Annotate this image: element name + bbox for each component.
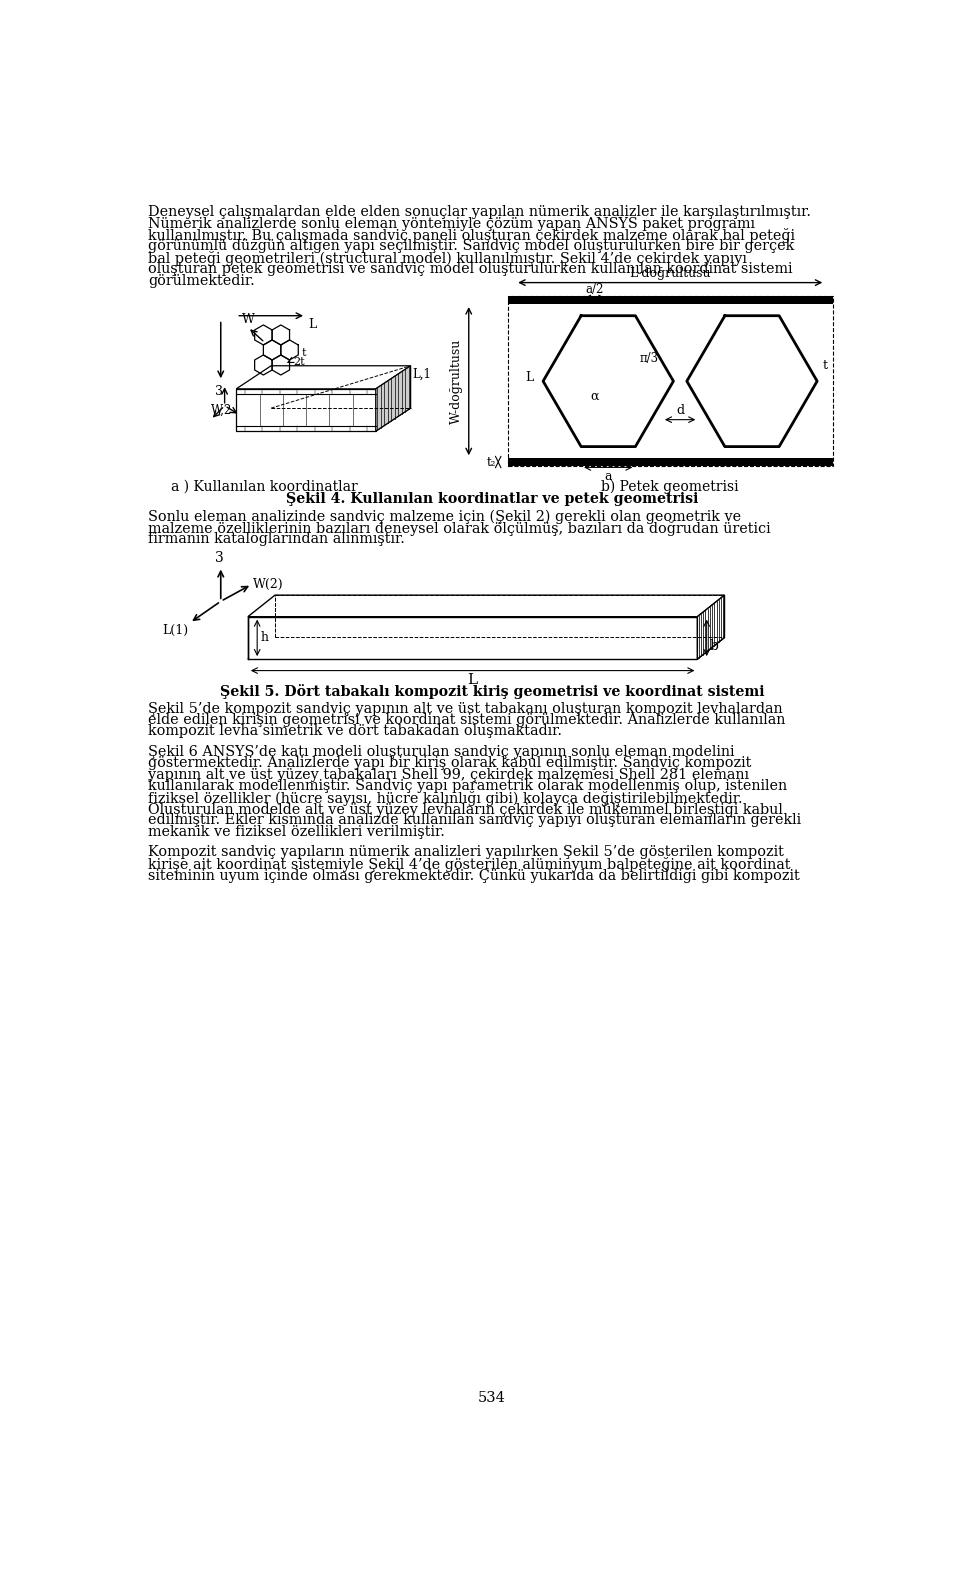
- Polygon shape: [236, 365, 411, 389]
- Text: L,1: L,1: [412, 367, 431, 381]
- Polygon shape: [248, 617, 697, 658]
- Text: t₂: t₂: [487, 456, 496, 469]
- Text: L(1): L(1): [162, 625, 188, 638]
- Text: W-doğrultusu: W-doğrultusu: [449, 338, 463, 424]
- Text: t: t: [301, 347, 306, 357]
- Text: görülmektedir.: görülmektedir.: [148, 274, 255, 287]
- Text: W: W: [242, 312, 254, 325]
- Bar: [508, 296, 833, 304]
- Text: mekanik ve fiziksel özellikleri verilmiştir.: mekanik ve fiziksel özellikleri verilmiş…: [148, 824, 445, 838]
- Text: L-doğrultusu: L-doğrultusu: [630, 266, 711, 279]
- Text: L: L: [468, 673, 478, 687]
- Bar: [508, 457, 833, 465]
- Text: göstermektedir. Analizlerde yapı bir kiriş olarak kabul edilmiştir. Sandviç komp: göstermektedir. Analizlerde yapı bir kir…: [148, 757, 752, 770]
- Text: kullanılarak modellenmiştir. Sandviç yapı parametrik olarak modellenmiş olup, is: kullanılarak modellenmiştir. Sandviç yap…: [148, 779, 787, 794]
- Text: d: d: [676, 403, 684, 416]
- Text: a ) Kullanılan koordinatlar: a ) Kullanılan koordinatlar: [171, 480, 358, 494]
- Polygon shape: [236, 389, 375, 432]
- Text: görünümlü düzgün altıgen yapı seçilmiştir. Sandviç model oluşturulurken bire bir: görünümlü düzgün altıgen yapı seçilmişti…: [148, 239, 795, 253]
- Text: 534: 534: [478, 1392, 506, 1404]
- Text: Nümerik analizlerde sonlu eleman yöntemiyle çözüm yapan ANSYS paket programı: Nümerik analizlerde sonlu eleman yöntemi…: [148, 217, 756, 231]
- Text: kullanılmıştır. Bu çalışmada sandviç paneli oluşturan çekirdek malzeme olarak ba: kullanılmıştır. Bu çalışmada sandviç pan…: [148, 228, 795, 242]
- Text: oluşturan petek geometrisi ve sandviç model oluşturulurken kullanılan koordinat : oluşturan petek geometrisi ve sandviç mo…: [148, 261, 793, 276]
- Text: b: b: [709, 639, 719, 654]
- Text: a/2: a/2: [586, 282, 604, 296]
- Polygon shape: [697, 595, 725, 658]
- Polygon shape: [236, 408, 411, 432]
- Text: elde edilen kirişin geometrisi ve koordinat sistemi görülmektedir. Analizlerde k: elde edilen kirişin geometrisi ve koordi…: [148, 713, 785, 727]
- Text: fiziksel özellikler (hücre sayısı, hücre kalınlığı gibi) kolayca değiştirilebilm: fiziksel özellikler (hücre sayısı, hücre…: [148, 791, 743, 805]
- Text: kompozit levha simetrik ve dört tabakadan oluşmaktadır.: kompozit levha simetrik ve dört tabakada…: [148, 724, 563, 738]
- Text: kirişe ait koordinat sistemiyle Şekil 4’de gösterilen alüminyum balpeteğine ait : kirişe ait koordinat sistemiyle Şekil 4’…: [148, 858, 791, 872]
- Text: L: L: [308, 319, 317, 332]
- Text: firmanın kataloglarından alınmıştır.: firmanın kataloglarından alınmıştır.: [148, 532, 405, 547]
- Text: Sonlu eleman analizinde sandviç malzeme için (Şekil 2) gerekli olan geometrik ve: Sonlu eleman analizinde sandviç malzeme …: [148, 510, 741, 524]
- Polygon shape: [248, 638, 725, 658]
- Text: W,2: W,2: [211, 403, 232, 416]
- Text: t: t: [823, 359, 828, 373]
- Text: h: h: [260, 631, 268, 644]
- Text: 3: 3: [215, 386, 224, 398]
- Text: α: α: [590, 391, 599, 403]
- Text: Şekil 4. Kullanılan koordinatlar ve petek geometrisi: Şekil 4. Kullanılan koordinatlar ve pete…: [286, 493, 698, 507]
- Text: bal peteği geometrileri (structural model) kullanılmıştır. Şekil 4’de çekirdek y: bal peteği geometrileri (structural mode…: [148, 250, 747, 266]
- Text: 3: 3: [215, 552, 224, 566]
- Text: 2t: 2t: [293, 357, 304, 367]
- Text: L: L: [525, 371, 534, 384]
- Text: edilmiştir. Ekler kısmında analizde kullanılan sandviç yapıyı oluşturan elemanla: edilmiştir. Ekler kısmında analizde kull…: [148, 813, 802, 827]
- Text: siteminin uyum içinde olması gerekmektedir. Çünkü yukarıda da belirtildiği gibi : siteminin uyum içinde olması gerekmekted…: [148, 869, 800, 883]
- Text: Şekil 5. Dört tabakalı kompozit kiriş geometrisi ve koordinat sistemi: Şekil 5. Dört tabakalı kompozit kiriş ge…: [220, 684, 764, 700]
- Polygon shape: [248, 595, 725, 617]
- Text: π/3: π/3: [639, 352, 659, 365]
- Text: W(2): W(2): [253, 579, 284, 591]
- Text: a: a: [605, 470, 612, 483]
- Text: Kompozit sandviç yapıların nümerik analizleri yapılırken Şekil 5’de gösterilen k: Kompozit sandviç yapıların nümerik anali…: [148, 845, 784, 859]
- Polygon shape: [375, 365, 411, 432]
- Text: Oluşturulan modelde alt ve üst yüzey levhaların çekirdek ile mükemmel birleştiği: Oluşturulan modelde alt ve üst yüzey lev…: [148, 802, 783, 818]
- Text: Deneysel çalışmalardan elde elden sonuçlar yapılan nümerik analizler ile karşıla: Deneysel çalışmalardan elde elden sonuçl…: [148, 206, 811, 218]
- Text: malzeme özelliklerinin bazıları deneysel olarak ölçülmüş, bazıları da doğrudan ü: malzeme özelliklerinin bazıları deneysel…: [148, 521, 771, 536]
- Text: yapının alt ve üst yüzey tabakaları Shell 99, çekirdek malzemesi Shell 281 elema: yapının alt ve üst yüzey tabakaları Shel…: [148, 768, 750, 781]
- Text: Şekil 5’de kompozit sandviç yapının alt ve üst tabakanı oluşturan kompozit levha: Şekil 5’de kompozit sandviç yapının alt …: [148, 701, 783, 716]
- Text: Şekil 6 ANSYS’de katı modeli oluşturulan sandviç yapının sonlu eleman modelini: Şekil 6 ANSYS’de katı modeli oluşturulan…: [148, 744, 734, 759]
- Text: b) Petek geometrisi: b) Petek geometrisi: [601, 480, 739, 494]
